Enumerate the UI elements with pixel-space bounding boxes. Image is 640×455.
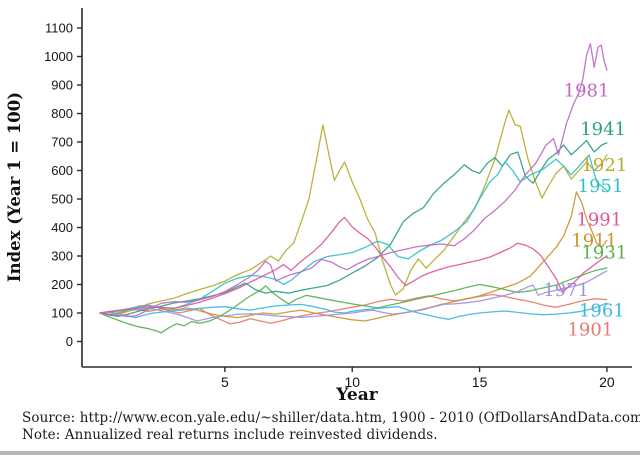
series-line-1951 [99,154,608,314]
y-tick-label: 100 [51,306,73,321]
y-tick-label: 500 [51,192,73,207]
y-tick-label: 600 [51,163,73,178]
caption-source-line: Source: http://www.econ.yale.edu/~shille… [22,410,640,426]
series-line-1971 [99,270,608,322]
series-label-1971: 1971 [543,280,589,301]
x-tick-label: 10 [344,374,360,390]
series-line-1941 [99,139,608,318]
series-label-1921: 1921 [581,155,627,176]
y-tick-label: 400 [51,220,73,235]
x-tick-label: 15 [472,374,488,390]
x-axis-title: Year [335,385,378,405]
series-label-1961: 1961 [579,301,625,322]
y-tick-label: 1100 [45,21,73,36]
series-label-1951: 1951 [578,176,624,197]
series-label-1991: 1991 [576,210,622,231]
series-line-1991 [99,216,608,314]
chart-canvas: 0 100 200 300 400 500 600 700 800 900 1000 1100 5 10 1… [5,8,632,405]
screenshot-bottom-edge [0,451,640,455]
x-tick-label: 20 [599,374,615,390]
y-tick-label: 1000 [44,49,73,64]
y-tick-label: 700 [51,135,73,150]
y-tick-label: 300 [51,249,73,264]
y-axis-title: Index (Year 1 = 100) [5,92,24,282]
caption-note-line: Note: Annualized real returns include re… [22,426,438,443]
y-tick-label: 200 [51,277,73,292]
y-tick-label: 800 [51,106,73,121]
series-label-1931: 1931 [581,243,627,264]
y-tick-label: 900 [51,78,73,93]
series-label-1941: 1941 [580,119,626,140]
series-line-1981 [99,43,608,318]
y-tick-label: 0 [66,334,73,349]
series-label-1911: 1911 [571,230,617,251]
x-tick-label: 5 [221,374,229,390]
series-label-1901: 1901 [567,320,613,341]
series-line-1931 [99,267,608,334]
series-line-1961 [99,302,608,320]
series-label-1981: 1981 [564,81,610,102]
caption: Source: http://www.econ.yale.edu/~shille… [22,410,640,443]
series-line-1921 [99,109,608,316]
